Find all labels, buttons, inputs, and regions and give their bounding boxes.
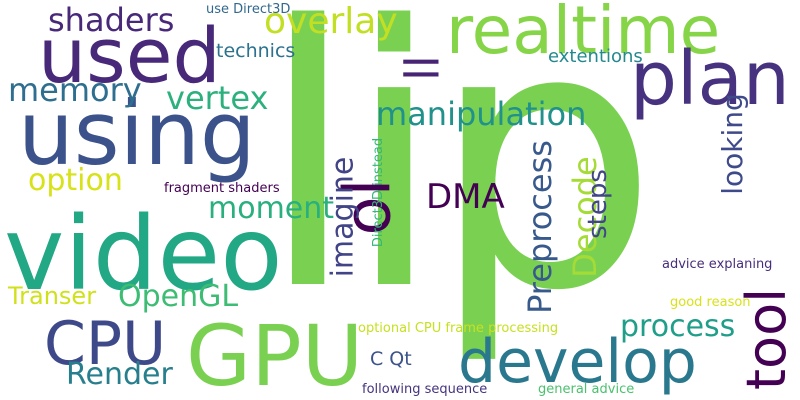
word-fragment-shaders: fragment shaders <box>164 181 280 196</box>
word-ol: plan <box>630 36 790 122</box>
word-vertex: vertex <box>166 79 269 117</box>
word-video: video <box>4 195 283 314</box>
word-general-advice: general advice <box>538 382 635 397</box>
word-direct3d-instead: Direct3D instead <box>371 137 387 248</box>
word-imagine: steps <box>582 169 613 239</box>
word-used: used <box>38 11 221 100</box>
word-using: using <box>18 82 256 185</box>
word-realtime: realtime <box>446 0 721 69</box>
word-option: option <box>28 163 123 198</box>
word-manipulation: manipulation <box>376 95 587 133</box>
word-decode: process <box>620 309 736 344</box>
word-memory: memory <box>8 71 142 109</box>
word-technics: technics <box>216 40 296 62</box>
word-looking: Transer <box>8 282 97 310</box>
word-good-reason: good reason <box>670 295 751 310</box>
word-process: imagine <box>325 156 361 278</box>
word-use-direct3d: use Direct3D <box>206 2 291 17</box>
word-optional-cpu-frame-processing: optional CPU frame processing <box>358 321 559 336</box>
word-steps: Render <box>66 357 173 392</box>
word-following-sequence: following sequence <box>362 382 488 397</box>
word-preprocess: looking <box>715 93 749 195</box>
word-moment: moment <box>208 191 335 226</box>
word-overlay: overlay <box>264 1 398 42</box>
word-render: Preprocess <box>520 140 559 314</box>
word-gpu: GPU <box>186 307 364 400</box>
word-opengl: OpenGL <box>118 279 239 314</box>
word-dma: DMA <box>426 177 505 217</box>
word-extentions: extentions <box>548 46 643 67</box>
word-ll: ll <box>391 55 446 81</box>
word-lip: lip <box>258 0 659 369</box>
word-shaders: shaders <box>48 1 175 39</box>
word-plan: CPU <box>44 309 166 379</box>
word-develop: develop <box>458 327 697 397</box>
word-c-qt: C Qt <box>370 348 412 370</box>
word-advice-explaning: advice explaning <box>662 257 773 272</box>
